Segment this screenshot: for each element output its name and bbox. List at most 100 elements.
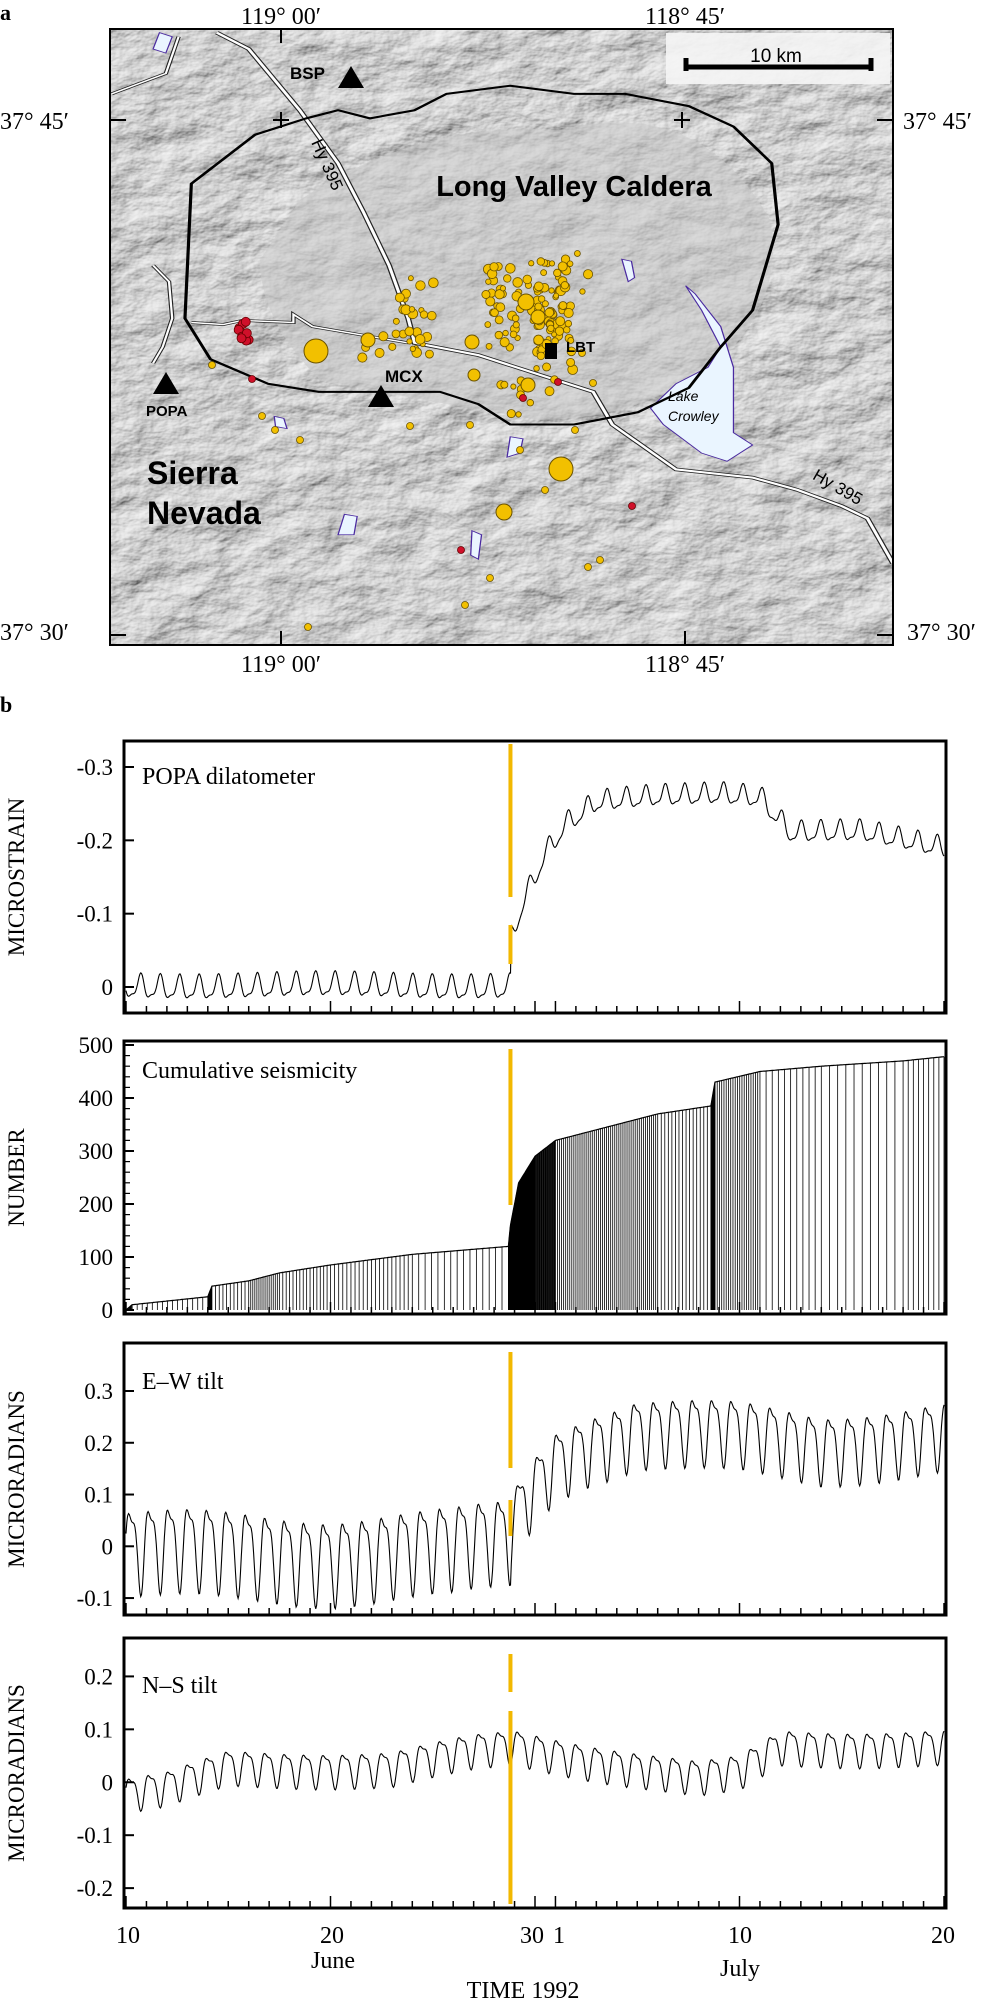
x-tick-label: 20 — [931, 1923, 955, 1949]
earthquake-dot — [494, 289, 505, 300]
earthquake-dot — [536, 351, 546, 361]
y-axis-title: MICRORADIANS — [4, 1684, 29, 1862]
lon-label-119-00-top: 119° 00′ — [241, 4, 321, 30]
earthquake-dot — [406, 422, 414, 430]
earthquake-dot — [425, 349, 434, 359]
earthquake-dot — [553, 268, 562, 278]
earthquake-dot — [574, 250, 581, 257]
chart-frame — [122, 739, 948, 1015]
earthquake-dot — [415, 280, 426, 291]
y-axis-title: MICRORADIANS — [4, 1390, 29, 1568]
y-tick-label: -0.1 — [77, 1823, 113, 1848]
earthquake-dot-large — [495, 503, 513, 521]
earthquake-dot — [499, 285, 507, 292]
y-tick-label: 0 — [102, 975, 114, 1000]
y-tick-label: 200 — [79, 1192, 114, 1217]
x-tick-label: 10 — [116, 1923, 140, 1949]
y-tick-label: 0.1 — [84, 1717, 113, 1742]
earthquake-dot-red — [240, 316, 251, 327]
y-tick-label: -0.1 — [77, 902, 113, 927]
earthquake-dot — [571, 426, 579, 434]
series-line — [125, 781, 945, 999]
chart-title: POPA dilatometer — [142, 764, 315, 790]
earthquake-dot-large — [520, 377, 536, 393]
y-tick-label: 0.1 — [84, 1483, 113, 1508]
cumulative-count-line — [125, 1056, 945, 1311]
earthquake-dot — [505, 263, 516, 274]
earthquake-dot — [407, 275, 414, 282]
earthquake-dot — [427, 310, 437, 321]
map-frame — [109, 28, 894, 646]
lake-label-1: Lake — [668, 388, 699, 404]
earthquake-dot — [541, 300, 549, 308]
y-tick-label: 100 — [79, 1245, 114, 1270]
earthquake-dot-large — [464, 334, 480, 350]
earthquake-dot — [481, 290, 491, 299]
earthquake-dot — [522, 274, 533, 285]
scale-bar-box — [666, 33, 890, 84]
earthquake-dot — [486, 574, 494, 582]
earthquake-dot-large — [467, 368, 481, 382]
station-bsp-label: BSP — [290, 64, 325, 83]
station-lbt-label: LBT — [566, 339, 595, 356]
nevada-label: Nevada — [147, 495, 261, 531]
earthquake-dot — [499, 337, 510, 348]
chart-frame — [122, 1341, 948, 1617]
chart-title: Cumulative seismicity — [142, 1058, 357, 1084]
month-label-july: July — [720, 1956, 760, 1982]
earthquake-dot — [506, 409, 516, 419]
earthquake-dot — [536, 257, 545, 266]
earthquake-dot — [484, 321, 492, 328]
earthquake-dot — [534, 302, 543, 311]
earthquake-dot — [511, 314, 520, 323]
y-tick-label: 0.3 — [84, 1379, 113, 1404]
earthquake-epicenters — [208, 250, 636, 631]
earthquake-dot — [540, 269, 548, 277]
x-axis-title: TIME 1992 — [467, 1978, 580, 2002]
earthquake-dot-large — [548, 456, 574, 482]
location-map: a 119° 00′ 118° 45′ 119° 00′ 118° 45′ 37… — [0, 0, 976, 678]
earthquake-dot — [596, 556, 604, 564]
earthquake-dot — [271, 426, 279, 434]
earthquake-dot — [489, 262, 499, 272]
earthquake-dot — [510, 383, 517, 390]
earthquake-dot — [564, 319, 573, 328]
chart-2: 500 400 300 200 100 0 Cumulative seismicity NUM… — [4, 1033, 948, 1323]
side-roads — [111, 36, 409, 364]
earthquake-dot — [515, 411, 522, 418]
earthquake-dot — [296, 436, 304, 444]
earthquake-dot-large — [360, 332, 376, 348]
chart-3: 0.3 0.2 0.1 0 -0.1 E–W tilt MICRORADIANS — [4, 1341, 948, 1617]
earthquake-dot — [500, 380, 509, 389]
earthquake-dot — [494, 330, 504, 340]
station-mcx-label: MCX — [385, 367, 423, 386]
x-tick-label: 1 — [553, 1923, 565, 1949]
caldera-floor — [260, 122, 773, 420]
earthquake-dot — [485, 278, 492, 285]
earthquake-dot — [428, 277, 439, 288]
scale-bar — [683, 58, 874, 71]
chart-title: N–S tilt — [142, 1673, 218, 1699]
earthquake-dot — [567, 337, 575, 344]
earthquake-dot-red — [457, 546, 465, 554]
y-tick-label: 0.2 — [84, 1664, 113, 1689]
y-tick-label: 500 — [79, 1033, 114, 1058]
earthquake-dot — [512, 321, 520, 329]
y-tick-label: 0 — [102, 1770, 114, 1795]
x-tick-label: 10 — [728, 1923, 752, 1949]
station-bsp-triangle-icon — [338, 66, 364, 88]
earthquake-dot — [584, 563, 592, 571]
earthquake-dot — [461, 601, 469, 609]
highway-395 — [215, 31, 893, 564]
earthquake-dot-large — [530, 309, 546, 325]
earthquake-dot — [533, 281, 544, 292]
chart-frame — [122, 1039, 948, 1316]
earthquake-dot — [494, 315, 504, 325]
earthquake-dot-red — [554, 378, 562, 386]
station-mcx-triangle-icon — [368, 385, 394, 407]
earthquake-dot — [579, 288, 586, 295]
earthquake-dot — [553, 292, 560, 299]
lon-label-118-45-top: 118° 45′ — [645, 4, 725, 30]
earthquake-dot — [509, 330, 518, 339]
earthquake-dot — [391, 329, 401, 339]
